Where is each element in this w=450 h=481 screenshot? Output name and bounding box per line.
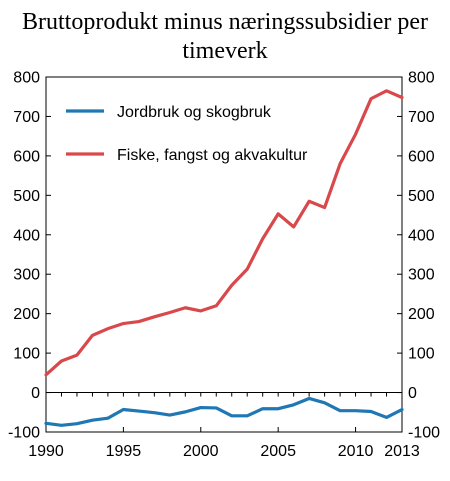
y-tick-label-right: -100 <box>408 425 440 442</box>
chart-title-line-2: timeverk <box>182 38 268 64</box>
legend-label-0: Jordbruk og skogbruk <box>117 104 272 121</box>
plot-frame <box>45 76 403 433</box>
legend-label-1: Fiske, fangst og akvakultur <box>117 147 308 164</box>
y-tick-label-left: 200 <box>13 306 40 323</box>
chart-title-line-1: Bruttoprodukt minus næringssubsidier per <box>22 9 428 35</box>
y-tick-label-left: 600 <box>13 148 40 165</box>
axes: -100 -100 0 0 100 100 200 200 300 300 400 400 500 500… <box>8 70 440 461</box>
x-tick-label: 2013 <box>384 443 420 460</box>
y-tick-label-left: 400 <box>13 227 40 244</box>
y-tick-label-right: 200 <box>408 306 435 323</box>
y-tick-label-right: 300 <box>408 267 435 284</box>
y-tick-label-left: 700 <box>13 109 40 126</box>
series-lines <box>44 89 404 427</box>
y-tick-label-right: 100 <box>408 346 435 363</box>
series-line-0 <box>44 396 404 427</box>
legend: Jordbruk og skogbruk Fiske, fangst og akv… <box>66 104 308 164</box>
y-tick-label-right: 800 <box>408 70 435 87</box>
y-tick-label-right: 400 <box>408 227 435 244</box>
y-tick-label-right: 0 <box>408 385 417 402</box>
x-tick-label: 2010 <box>338 443 374 460</box>
x-tick-label: 2000 <box>183 443 219 460</box>
y-tick-label-left: 100 <box>13 346 40 363</box>
chart-title: Bruttoprodukt minus næringssubsidier per… <box>0 8 450 66</box>
x-tick-label: 1995 <box>106 443 142 460</box>
series-line-1 <box>44 89 404 377</box>
y-tick-label-right: 500 <box>408 188 435 205</box>
x-tick-label: 2005 <box>260 443 296 460</box>
y-tick-label-right: 600 <box>408 148 435 165</box>
y-tick-label-left: -100 <box>8 425 40 442</box>
x-tick-label: 1990 <box>28 443 64 460</box>
y-tick-label-left: 300 <box>13 267 40 284</box>
y-tick-label-left: 0 <box>31 385 40 402</box>
y-tick-label-left: 800 <box>13 70 40 87</box>
y-tick-label-left: 500 <box>13 188 40 205</box>
y-tick-label-right: 700 <box>408 109 435 126</box>
